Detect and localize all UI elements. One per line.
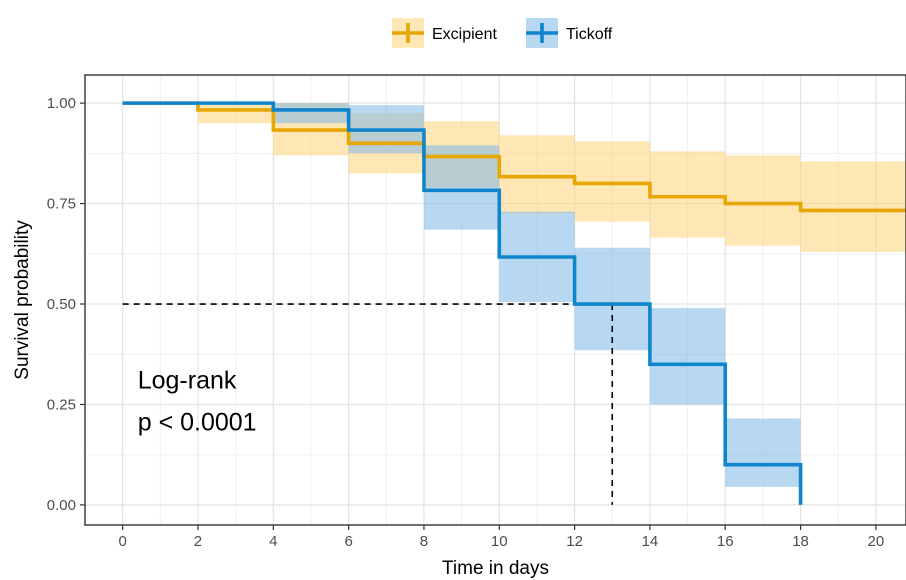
y-axis-title: Survival probability	[12, 220, 33, 380]
survival-line-tickoff	[122, 101, 803, 505]
ci-band-excipient	[800, 161, 906, 252]
axes: 0 2 4 6 8 10 12 14 16 18 20 0.00 0.25 0.50 0.75 1.00	[47, 74, 906, 550]
x-tick-label: 2	[194, 533, 202, 550]
logrank-label: Log-rank	[138, 366, 237, 394]
x-tick-label: 14	[642, 533, 659, 550]
x-tick-label: 18	[792, 533, 809, 550]
x-tick-label: 16	[717, 533, 734, 550]
y-tick-label: 0.50	[47, 296, 76, 313]
legend-item-excipient: Excipient	[392, 18, 497, 48]
y-tick-label: 0.75	[47, 196, 76, 213]
panel-border	[84, 74, 906, 526]
legend-label-excipient: Excipient	[432, 26, 497, 43]
legend-label-tickoff: Tickoff	[566, 26, 613, 43]
legend: Excipient Tickoff	[392, 18, 613, 48]
ci-band-tickoff	[423, 145, 500, 230]
ci-band-excipient	[574, 141, 650, 222]
ci-band-tickoff	[649, 308, 726, 405]
ci-band-tickoff	[725, 418, 801, 487]
x-axis-title: Time in days	[442, 558, 549, 579]
x-tick-label: 0	[118, 533, 126, 550]
legend-item-tickoff: Tickoff	[526, 18, 613, 48]
ci-band-tickoff	[273, 103, 349, 124]
ci-band-excipient	[725, 155, 801, 246]
x-tick-label: 12	[566, 533, 583, 550]
p-value-label: p < 0.0001	[138, 408, 257, 436]
ci-band-excipient	[649, 151, 726, 238]
x-tick-label: 10	[491, 533, 508, 550]
x-tick-label: 8	[420, 533, 428, 550]
ci-band-excipient	[499, 135, 575, 214]
x-tick-label: 4	[269, 533, 277, 550]
x-tick-label: 6	[344, 533, 352, 550]
y-tick-label: 1.00	[47, 95, 76, 112]
ci-band-excipient	[197, 103, 274, 124]
y-tick-label: 0.00	[47, 497, 76, 514]
x-tick-label: 20	[868, 533, 885, 550]
survival-line-excipient	[122, 101, 906, 213]
plot-area	[85, 75, 906, 525]
y-tick-label: 0.25	[47, 396, 76, 413]
ci-band-tickoff	[574, 247, 650, 351]
